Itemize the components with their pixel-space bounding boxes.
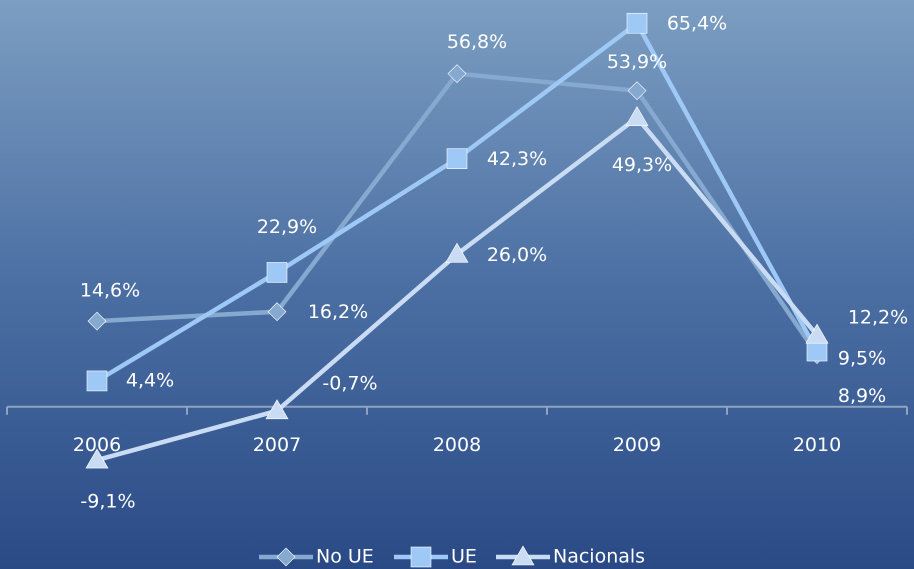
- plot-area: 2006 2007 2008 2009 2010 14,6% 16,2% 56,8% 53,9%…: [6, 12, 908, 513]
- x-tick-label: 2007: [253, 434, 301, 456]
- data-label: 16,2%: [308, 301, 368, 323]
- data-label: 53,9%: [607, 51, 667, 73]
- data-label: -0,7%: [322, 372, 377, 394]
- marker: [86, 370, 108, 392]
- data-label: 14,6%: [80, 280, 140, 302]
- marker: [447, 64, 467, 84]
- marker: [806, 340, 828, 362]
- data-label: 8,9%: [838, 385, 886, 407]
- x-tick-label: 2006: [73, 434, 121, 456]
- data-label: 12,2%: [848, 307, 908, 329]
- legend: No UE UE Nacionals: [259, 545, 645, 568]
- legend-label: UE: [451, 546, 477, 568]
- marker: [446, 148, 468, 169]
- legend-label: No UE: [316, 546, 374, 568]
- data-label: 56,8%: [447, 31, 507, 53]
- legend-label: Nacionals: [553, 546, 645, 568]
- data-label: 49,3%: [612, 154, 672, 176]
- data-label: 22,9%: [257, 216, 317, 238]
- marker: [267, 302, 287, 322]
- marker: [626, 12, 648, 34]
- marker: [805, 323, 829, 344]
- marker: [266, 262, 288, 283]
- x-tick-label: 2010: [793, 434, 841, 456]
- legend-marker: [276, 547, 296, 567]
- data-label: 9,5%: [838, 348, 886, 370]
- marker: [625, 106, 649, 126]
- data-label: 4,4%: [126, 369, 174, 391]
- marker: [445, 242, 469, 263]
- x-tick-label: 2008: [433, 434, 481, 456]
- data-label: 65,4%: [667, 13, 727, 35]
- legend-marker: [410, 546, 432, 568]
- legend-marker: [511, 545, 535, 566]
- x-tick-label: 2009: [613, 434, 661, 456]
- data-label: 26,0%: [487, 244, 547, 266]
- marker: [87, 311, 107, 331]
- data-label: -9,1%: [80, 491, 135, 513]
- marker: [627, 81, 647, 101]
- data-label: 42,3%: [487, 148, 547, 170]
- marker: [85, 448, 109, 469]
- marker: [265, 399, 289, 420]
